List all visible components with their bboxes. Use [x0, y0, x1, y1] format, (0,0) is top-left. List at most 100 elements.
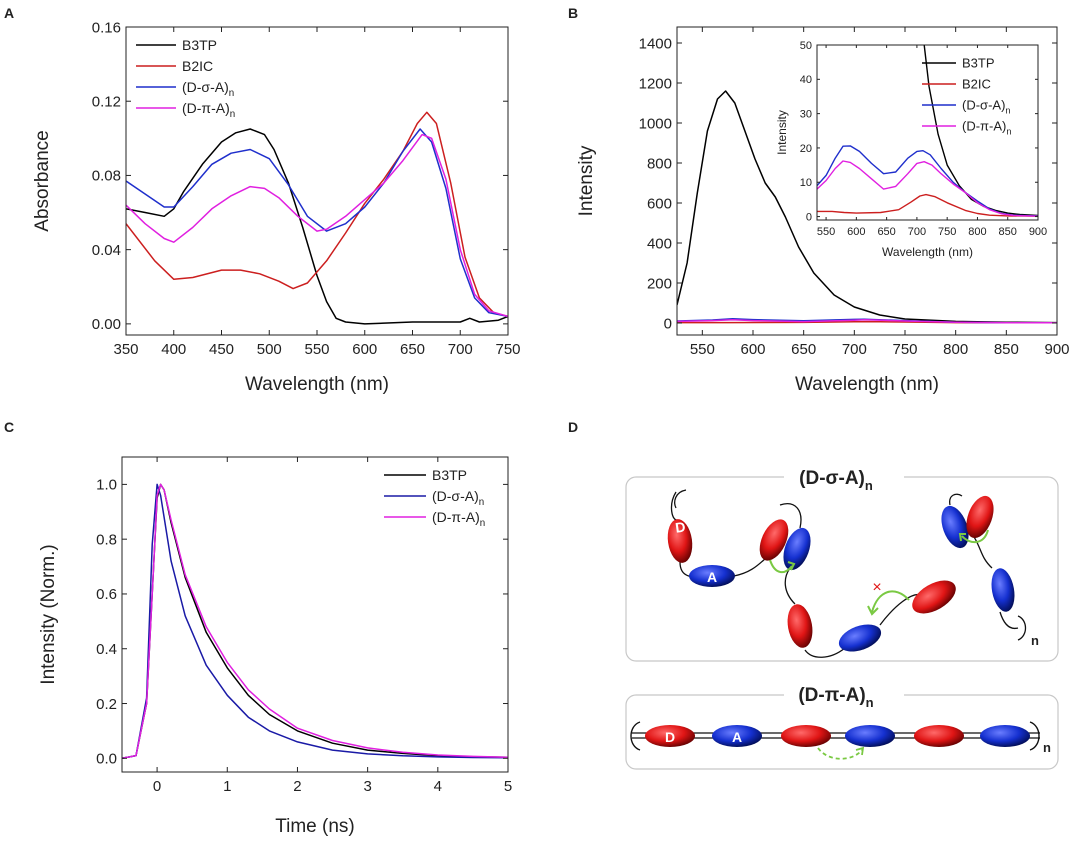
chain-end-subscript: n: [1043, 740, 1051, 755]
legend-label: (D-σ-A)n: [962, 98, 1010, 116]
series-line: [817, 145, 1038, 217]
x-tick-label: 850: [999, 226, 1017, 238]
y-axis-label: Intensity (Norm.): [38, 544, 59, 684]
series-line: [923, 45, 1038, 217]
blocked-transfer-mark: ×: [872, 579, 881, 596]
legend-label: B3TP: [962, 56, 995, 71]
y-tick-label: 1000: [639, 115, 672, 132]
y-axis-label: Absorbance: [32, 130, 53, 231]
x-axis-label: Wavelength (nm): [795, 374, 939, 395]
x-tick-label: 550: [304, 341, 329, 358]
y-tick-label: 0: [806, 211, 812, 223]
series-group: [126, 111, 508, 325]
y-tick-label: 30: [800, 108, 812, 120]
series-line: [817, 193, 1038, 217]
plot-frame: [816, 44, 1039, 221]
x-tick-label: 900: [1044, 341, 1069, 358]
x-tick-label: 5: [504, 778, 512, 795]
panel-label-d: D: [568, 419, 578, 435]
y-tick-label: 0.8: [96, 531, 117, 548]
x-tick-label: 550: [690, 341, 715, 358]
x-tick-label: 450: [209, 341, 234, 358]
x-tick-label: 650: [877, 226, 895, 238]
acceptor-unit: [783, 527, 811, 571]
donor-letter: D: [665, 729, 675, 745]
panel-label-b: B: [568, 5, 578, 21]
y-tick-label: 0: [664, 315, 672, 332]
x-tick-label: 900: [1029, 226, 1047, 238]
series-line: [677, 90, 1057, 324]
x-tick-label: 500: [257, 341, 282, 358]
series-line: [126, 128, 508, 318]
x-tick-label: 400: [161, 341, 186, 358]
donor-unit: [667, 519, 693, 563]
series-line: [677, 319, 1057, 324]
x-tick-label: 750: [495, 341, 520, 358]
x-tick-label: 0: [153, 778, 161, 795]
series-line: [126, 133, 508, 318]
y-tick-label: 400: [647, 235, 672, 252]
donor-unit: [787, 604, 813, 648]
legend-label: B3TP: [432, 467, 467, 483]
chart-c-decay: 0 1 2 3 4 5 0.0 0.2 0.4 0.6 0.8 1.0 Time (ns) Intensi…: [38, 456, 512, 837]
series-group: [677, 90, 1057, 324]
x-tick-label: 700: [448, 341, 473, 358]
x-tick-label: 700: [908, 226, 926, 238]
x-tick-label: 800: [943, 341, 968, 358]
chart-b-inset: 550 600 650 700 750 800 850 900 0 10 20 30 40 50 Wavel…: [775, 40, 1047, 259]
y-tick-label: 0.08: [92, 168, 121, 185]
x-tick-label: 650: [791, 341, 816, 358]
y-tick-label: 0.0: [96, 751, 117, 768]
chain-end-subscript: n: [1031, 633, 1039, 648]
donor-unit: [759, 519, 789, 561]
diagram-title-sigma: (D-σ-A)n: [799, 468, 873, 493]
y-tick-label: 0.4: [96, 641, 117, 658]
legend-label: B2IC: [962, 77, 991, 92]
series-group: [122, 483, 508, 760]
x-tick-label: 700: [842, 341, 867, 358]
acceptor-unit: [845, 725, 895, 747]
x-tick-label: 4: [434, 778, 442, 795]
chart-b-emission: 550 600 650 700 750 800 850 9000200400600800100…: [576, 26, 1070, 395]
series-line: [122, 483, 508, 760]
energy-transfer-arrow: [817, 747, 863, 760]
x-tick-label: 350: [113, 341, 138, 358]
series-group: [817, 45, 1038, 217]
donor-unit: [966, 495, 994, 539]
x-tick-label: 2: [293, 778, 301, 795]
y-tick-label: 200: [647, 275, 672, 292]
legend-label: (D-σ-A)n: [182, 79, 234, 99]
legend-label: (D-π-A)n: [182, 100, 235, 120]
x-axis-label: Wavelength (nm): [245, 374, 389, 395]
legend-label: (D-σ-A)n: [432, 488, 484, 508]
plot-frame: [676, 26, 1058, 336]
acceptor-unit: [712, 725, 762, 747]
chart-a-absorbance: 350 400 450 500 550 600 650 700 750 0.00 0.04 0.08 0…: [32, 19, 521, 395]
donor-unit: [645, 725, 695, 747]
y-tick-label: 0.6: [96, 586, 117, 603]
x-tick-label: 3: [363, 778, 371, 795]
diagram-title-pi: (D-π-A)n: [798, 685, 873, 710]
donor-unit: [781, 725, 831, 747]
legend-label: B3TP: [182, 37, 217, 53]
y-tick-label: 0.00: [92, 316, 121, 333]
donor-unit: [912, 580, 956, 614]
series-line: [817, 160, 1038, 217]
energy-transfer-arrow: [769, 559, 793, 574]
acceptor-letter: A: [707, 569, 717, 585]
y-tick-label: 0.12: [92, 93, 121, 110]
legend-label: B2IC: [182, 58, 213, 74]
y-axis-label: Intensity: [775, 110, 789, 155]
x-tick-label: 850: [994, 341, 1019, 358]
panel-label-c: C: [4, 419, 14, 435]
series-line: [126, 111, 508, 318]
x-axis-label: Time (ns): [275, 816, 355, 837]
diagram-d: (D-σ-A)n D A × n (D-π-A)n: [625, 463, 1059, 770]
x-tick-label: 600: [740, 341, 765, 358]
energy-transfer-arrow: [961, 529, 989, 544]
series-line: [122, 483, 508, 760]
acceptor-unit: [838, 624, 882, 652]
series-line: [126, 128, 508, 325]
plot-frame: [121, 456, 509, 773]
